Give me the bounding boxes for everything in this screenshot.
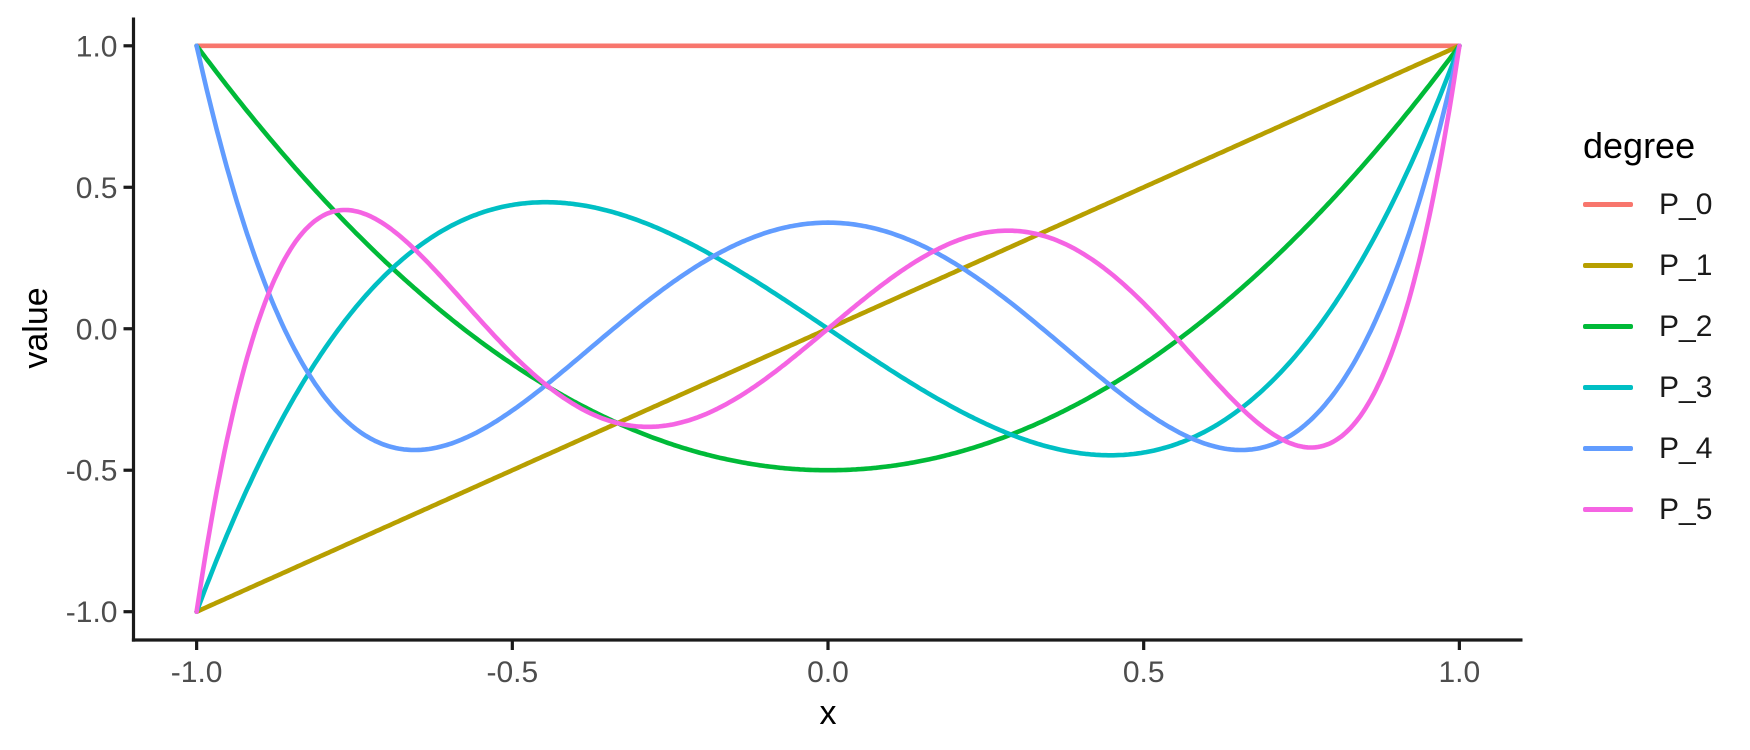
series-line-P_5 bbox=[194, 43, 1462, 614]
legend-item-P_5: P_5 bbox=[1583, 479, 1712, 540]
y-tick-label: 1.0 bbox=[76, 30, 118, 63]
legend-key-line-P_3 bbox=[1583, 385, 1633, 390]
x-tick-label: -1.0 bbox=[171, 656, 223, 689]
legend-item-P_2: P_2 bbox=[1583, 296, 1712, 357]
y-tick-label: -0.5 bbox=[66, 455, 118, 488]
legend-key-line-P_2 bbox=[1583, 324, 1633, 329]
legend-item-P_4: P_4 bbox=[1583, 418, 1712, 479]
legend-label: P_2 bbox=[1659, 309, 1713, 343]
legend: degree P_0 P_1 P_2 P_3 P_4 P_5 bbox=[1583, 124, 1712, 540]
x-tick-label: 1.0 bbox=[1439, 656, 1481, 689]
legend-title: degree bbox=[1583, 125, 1696, 166]
legend-items: P_0 P_1 P_2 P_3 P_4 P_5 bbox=[1583, 174, 1712, 540]
y-tick-label: 0.5 bbox=[76, 172, 118, 205]
legend-label: P_3 bbox=[1659, 370, 1713, 404]
y-tick-label: 0.0 bbox=[76, 313, 118, 346]
legend-label: P_4 bbox=[1659, 431, 1713, 465]
legend-label: P_5 bbox=[1659, 492, 1713, 526]
x-tick-label: 0.5 bbox=[1123, 656, 1165, 689]
series-line-P_4 bbox=[194, 43, 1462, 453]
legend-key-line-P_0 bbox=[1583, 202, 1633, 207]
legend-key-line-P_1 bbox=[1583, 263, 1633, 268]
y-tick-label: -1.0 bbox=[66, 596, 118, 629]
series-line-P_2 bbox=[194, 43, 1462, 473]
legend-key-line-P_4 bbox=[1583, 446, 1633, 451]
x-axis-title: x bbox=[819, 694, 837, 732]
legend-item-P_3: P_3 bbox=[1583, 357, 1712, 418]
legend-label: P_0 bbox=[1659, 187, 1713, 221]
x-tick-label: -0.5 bbox=[486, 656, 538, 689]
legend-item-P_1: P_1 bbox=[1583, 235, 1712, 296]
legend-label: P_1 bbox=[1659, 248, 1713, 282]
y-axis-title: value bbox=[17, 287, 55, 369]
legend-item-P_0: P_0 bbox=[1583, 174, 1712, 235]
legend-key-line-P_5 bbox=[1583, 507, 1633, 512]
x-tick-label: 0.0 bbox=[807, 656, 849, 689]
